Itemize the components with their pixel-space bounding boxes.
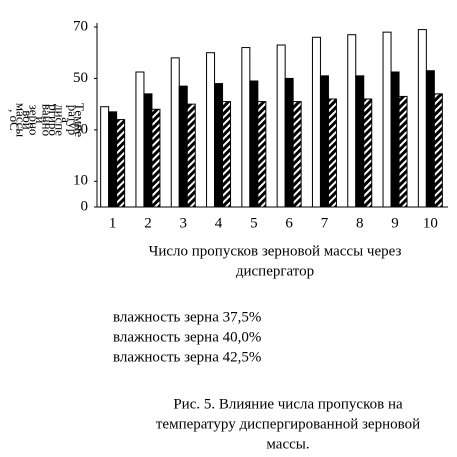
y-label-line: массы (14, 103, 29, 137)
x-tick-label: 1 (109, 215, 117, 231)
x-tick-label: 10 (423, 215, 438, 231)
bar (311, 36, 321, 208)
y-tick-label: 10 (73, 173, 88, 189)
caption: массы. (266, 436, 309, 452)
bar (143, 93, 153, 208)
bar (327, 98, 337, 208)
bar (363, 98, 373, 208)
y-tick-label: 50 (73, 70, 88, 86)
x-tick-label: 8 (356, 215, 364, 231)
x-tick-label: 7 (321, 215, 329, 231)
y-label-line: Темпе (72, 103, 87, 137)
bar (186, 103, 196, 208)
bar (347, 34, 357, 208)
y-label-line: ванно (40, 104, 55, 136)
bar (214, 83, 224, 208)
bar (257, 101, 267, 208)
x-tick-label: 6 (285, 215, 293, 231)
y-label-line: , оС (7, 109, 22, 131)
bar (355, 75, 365, 208)
bar (390, 71, 400, 208)
y-label-line: диспе (53, 104, 68, 136)
y-label-line: ргиро (46, 104, 61, 136)
bar (108, 111, 118, 208)
x-axis-label: Число пропусков зерновой массы через (149, 243, 402, 259)
bar (249, 80, 259, 208)
bar (284, 77, 294, 208)
x-tick-label: 9 (391, 215, 399, 231)
bar (135, 71, 145, 208)
y-label-line: а (59, 117, 74, 123)
bar (433, 93, 443, 208)
bar (417, 29, 427, 208)
x-tick-label: 3 (180, 215, 188, 231)
bar (382, 31, 392, 208)
y-tick-label: 0 (81, 198, 89, 214)
y-label-line: вой (20, 110, 35, 130)
bar (425, 70, 435, 208)
legend-entry: влажность зерна 42,5% (113, 349, 261, 365)
bar (276, 44, 286, 208)
bar (222, 101, 232, 208)
bar (170, 57, 180, 208)
bar (178, 85, 188, 208)
x-tick-label: 2 (144, 215, 152, 231)
x-axis-label: диспергатор (236, 263, 314, 279)
caption: температуру диспергированной зерновой (156, 416, 420, 432)
y-tick-label: 70 (73, 18, 88, 34)
y-label-line: зерно (27, 105, 42, 136)
legend-entry: влажность зерна 37,5% (113, 309, 261, 325)
bar (116, 119, 126, 208)
y-label-line: й (33, 117, 48, 124)
legend-entry: влажность зерна 40,0% (113, 329, 261, 345)
y-tick-label: 30 (73, 121, 88, 137)
bar (151, 108, 161, 208)
y-axis-label: Температурадиспергированнойзерновоймассы… (7, 103, 87, 137)
bar (398, 95, 408, 208)
bar (100, 106, 110, 208)
bar (241, 47, 251, 208)
y-label-line: ратур (66, 105, 81, 135)
x-tick-label: 4 (215, 215, 223, 231)
bar (206, 52, 216, 208)
caption: Рис. 5. Влияние числа пропусков на (173, 396, 403, 412)
bar (292, 101, 302, 208)
bar (319, 75, 329, 208)
x-tick-label: 5 (250, 215, 258, 231)
